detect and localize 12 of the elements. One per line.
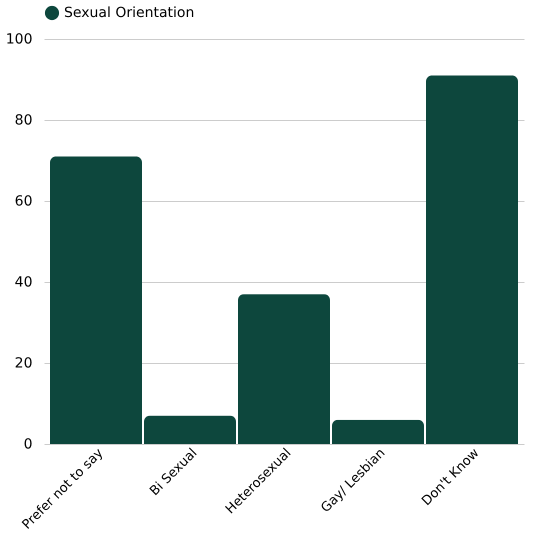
- bar: [332, 420, 424, 444]
- bar: [238, 294, 330, 444]
- y-tick-label: 60: [14, 194, 32, 210]
- bar: [426, 75, 518, 444]
- y-tick-label: 40: [14, 274, 32, 290]
- bar: [144, 416, 236, 444]
- y-tick-label: 0: [24, 436, 32, 452]
- y-tick-label: 100: [6, 32, 32, 48]
- y-tick-label: 80: [14, 112, 32, 128]
- legend-label: Sexual Orientation: [64, 5, 194, 21]
- y-tick-label: 20: [14, 356, 32, 372]
- bar: [50, 156, 142, 444]
